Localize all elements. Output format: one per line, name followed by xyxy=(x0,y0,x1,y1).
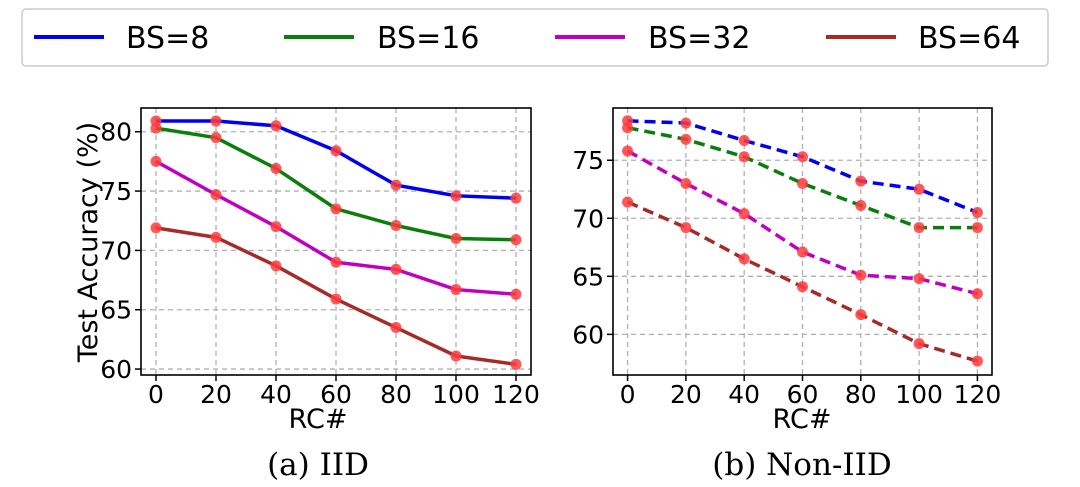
y-tick-label: 70 xyxy=(572,204,604,233)
y-tick-label: 60 xyxy=(100,355,132,384)
x-tick-label: 80 xyxy=(380,380,412,409)
data-point-bs16 xyxy=(971,222,983,234)
data-point-bs16 xyxy=(738,151,750,163)
data-point-bs32 xyxy=(210,189,222,201)
y-axis-label-iid: Test Accuracy (%) xyxy=(73,122,104,363)
series-line-bs8 xyxy=(156,119,517,200)
series-line-bs16 xyxy=(627,126,978,230)
data-point-bs64 xyxy=(510,358,522,370)
caption-non-iid: (b) Non-IID xyxy=(712,447,891,483)
y-tick-label: 65 xyxy=(572,262,604,291)
data-point-bs8 xyxy=(913,183,925,195)
chart-iid: Test Accuracy (%) RC# (a) IID 0 20 40 60 80 1… xyxy=(73,107,540,483)
data-point-bs8 xyxy=(738,135,750,147)
data-point-bs16 xyxy=(270,163,282,175)
data-point-bs32 xyxy=(622,145,634,157)
x-tick-label: 20 xyxy=(670,380,702,409)
data-point-bs32 xyxy=(330,256,342,268)
data-point-bs16 xyxy=(510,234,522,246)
y-tick-label: 80 xyxy=(100,118,132,147)
data-point-bs16 xyxy=(210,132,222,144)
data-point-bs32 xyxy=(680,177,692,189)
data-point-bs8 xyxy=(270,120,282,132)
data-point-bs64 xyxy=(450,350,462,362)
data-point-bs64 xyxy=(330,293,342,305)
data-point-bs64 xyxy=(797,281,808,293)
caption-iid: (a) IID xyxy=(267,447,369,483)
data-point-bs64 xyxy=(150,222,162,234)
x-tick-label: 0 xyxy=(620,380,636,409)
data-point-bs8 xyxy=(680,117,692,129)
x-tick-label: 20 xyxy=(200,380,232,409)
data-point-bs8 xyxy=(971,206,983,218)
legend-label-bs32: BS=32 xyxy=(648,21,750,56)
data-point-bs32 xyxy=(855,269,867,281)
data-point-bs64 xyxy=(913,338,925,350)
x-tick-label: 0 xyxy=(148,380,164,409)
x-tick-label: 100 xyxy=(895,380,943,409)
data-point-bs64 xyxy=(738,253,750,265)
data-point-bs32 xyxy=(270,221,282,233)
data-point-bs32 xyxy=(971,288,983,300)
data-point-bs16 xyxy=(330,203,342,215)
data-point-bs64 xyxy=(390,322,402,334)
data-point-bs16 xyxy=(797,177,808,189)
data-point-bs32 xyxy=(150,155,162,167)
x-axis-label-iid: RC# xyxy=(289,404,348,435)
x-tick-label: 120 xyxy=(954,380,1002,409)
data-point-bs16 xyxy=(150,122,162,134)
data-point-bs32 xyxy=(450,284,462,296)
y-tick-label: 75 xyxy=(572,146,604,175)
data-point-bs64 xyxy=(270,260,282,272)
x-axis-label-non-iid: RC# xyxy=(773,404,832,435)
data-point-bs8 xyxy=(450,190,462,202)
data-point-bs16 xyxy=(622,122,634,134)
data-point-bs8 xyxy=(797,151,808,163)
x-tick-label: 40 xyxy=(728,380,760,409)
legend-label-bs8: BS=8 xyxy=(126,21,209,56)
x-tick-label: 100 xyxy=(432,380,480,409)
data-point-bs64 xyxy=(971,355,983,367)
x-tick-label: 120 xyxy=(492,380,540,409)
data-point-bs8 xyxy=(390,179,402,191)
data-point-bs32 xyxy=(510,288,522,300)
data-point-bs16 xyxy=(913,222,925,234)
data-point-bs64 xyxy=(622,196,634,208)
legend-label-bs64: BS=64 xyxy=(918,21,1020,56)
data-point-bs8 xyxy=(330,145,342,157)
data-point-bs16 xyxy=(680,133,692,145)
y-tick-label: 70 xyxy=(100,236,132,265)
data-point-bs64 xyxy=(680,222,692,234)
data-point-bs32 xyxy=(797,246,808,258)
grid-non-iid xyxy=(613,108,992,375)
x-tick-label: 40 xyxy=(260,380,292,409)
y-tick-label: 65 xyxy=(100,296,132,325)
data-point-bs64 xyxy=(210,231,222,243)
data-point-bs64 xyxy=(855,309,867,321)
legend: BS=8 BS=16 BS=32 BS=64 xyxy=(21,8,1049,67)
data-point-bs8 xyxy=(210,115,222,127)
legend-label-bs16: BS=16 xyxy=(377,21,479,56)
chart-non-iid: RC# (b) Non-IID 0 20 40 60 80 100 120 60 65 70 75 xyxy=(572,107,1002,483)
legend-frame xyxy=(21,8,1049,67)
y-tick-label: 75 xyxy=(100,177,132,206)
data-point-bs16 xyxy=(450,233,462,245)
x-tick-label: 60 xyxy=(787,380,819,409)
data-point-bs8 xyxy=(855,175,867,187)
data-point-bs16 xyxy=(855,200,867,212)
data-point-bs16 xyxy=(390,219,402,231)
data-point-bs8 xyxy=(510,192,522,204)
y-tick-label: 60 xyxy=(572,320,604,349)
x-tick-label: 60 xyxy=(320,380,352,409)
data-point-bs32 xyxy=(913,273,925,285)
x-tick-label: 80 xyxy=(845,380,877,409)
data-point-bs32 xyxy=(738,208,750,220)
data-point-bs32 xyxy=(390,263,402,275)
